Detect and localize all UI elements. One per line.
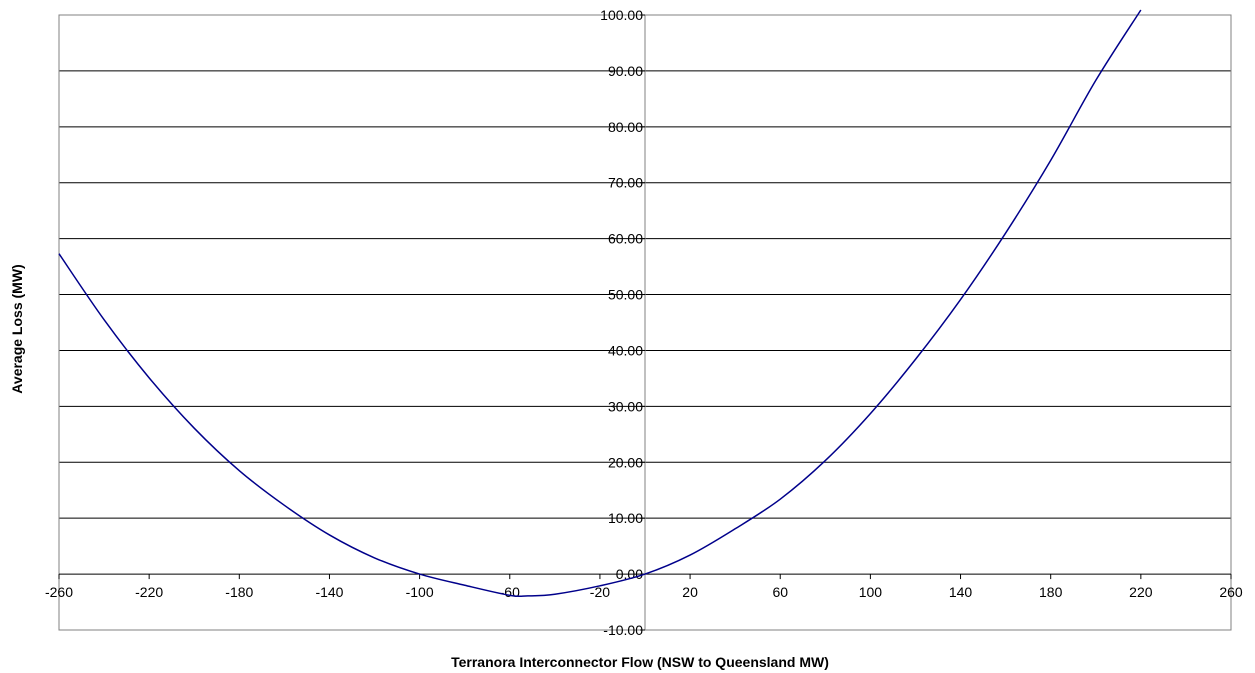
- y-tick-label: -10.00: [603, 622, 643, 638]
- y-axis-title: Average Loss (MW): [9, 264, 25, 393]
- x-tick-label: 20: [682, 584, 698, 600]
- x-axis-title: Terranora Interconnector Flow (NSW to Qu…: [451, 654, 829, 670]
- y-tick-label: 70.00: [608, 175, 643, 191]
- x-tick-label: -100: [406, 584, 434, 600]
- y-tick-label: 10.00: [608, 510, 643, 526]
- x-tick-label: 140: [949, 584, 973, 600]
- x-tick-labels: -260 -220 -180 -140 -100 -60 -20 20 60 100 140 180 2…: [45, 584, 1243, 600]
- x-tick-label: 220: [1129, 584, 1153, 600]
- x-tick-label: -180: [225, 584, 253, 600]
- y-tick-label: 80.00: [608, 119, 643, 135]
- axes: [58, 14, 1232, 631]
- y-tick-label: 40.00: [608, 342, 643, 358]
- x-tick-label: -60: [500, 584, 520, 600]
- y-tick-label: 30.00: [608, 398, 643, 414]
- x-tick-label: -140: [315, 584, 343, 600]
- y-tick-label: 20.00: [608, 454, 643, 470]
- x-tick-label: -260: [45, 584, 73, 600]
- x-tick-label: -20: [590, 584, 610, 600]
- x-tick-label: 100: [859, 584, 883, 600]
- y-tick-label: 0.00: [616, 566, 643, 582]
- y-tick-label: 60.00: [608, 231, 643, 247]
- y-tick-label: 100.00: [600, 7, 643, 23]
- x-tick-label: 60: [772, 584, 788, 600]
- series-line: [58, 9, 1142, 598]
- x-tick-label: -220: [135, 584, 163, 600]
- x-tick-label: 260: [1219, 584, 1243, 600]
- x-tick-label: 180: [1039, 584, 1063, 600]
- y-tick-label: 50.00: [608, 287, 643, 303]
- y-tick-labels: -10.00 0.00 10.00 20.00 30.00 40.00 50.00 60.00…: [600, 7, 643, 638]
- y-tick-label: 90.00: [608, 63, 643, 79]
